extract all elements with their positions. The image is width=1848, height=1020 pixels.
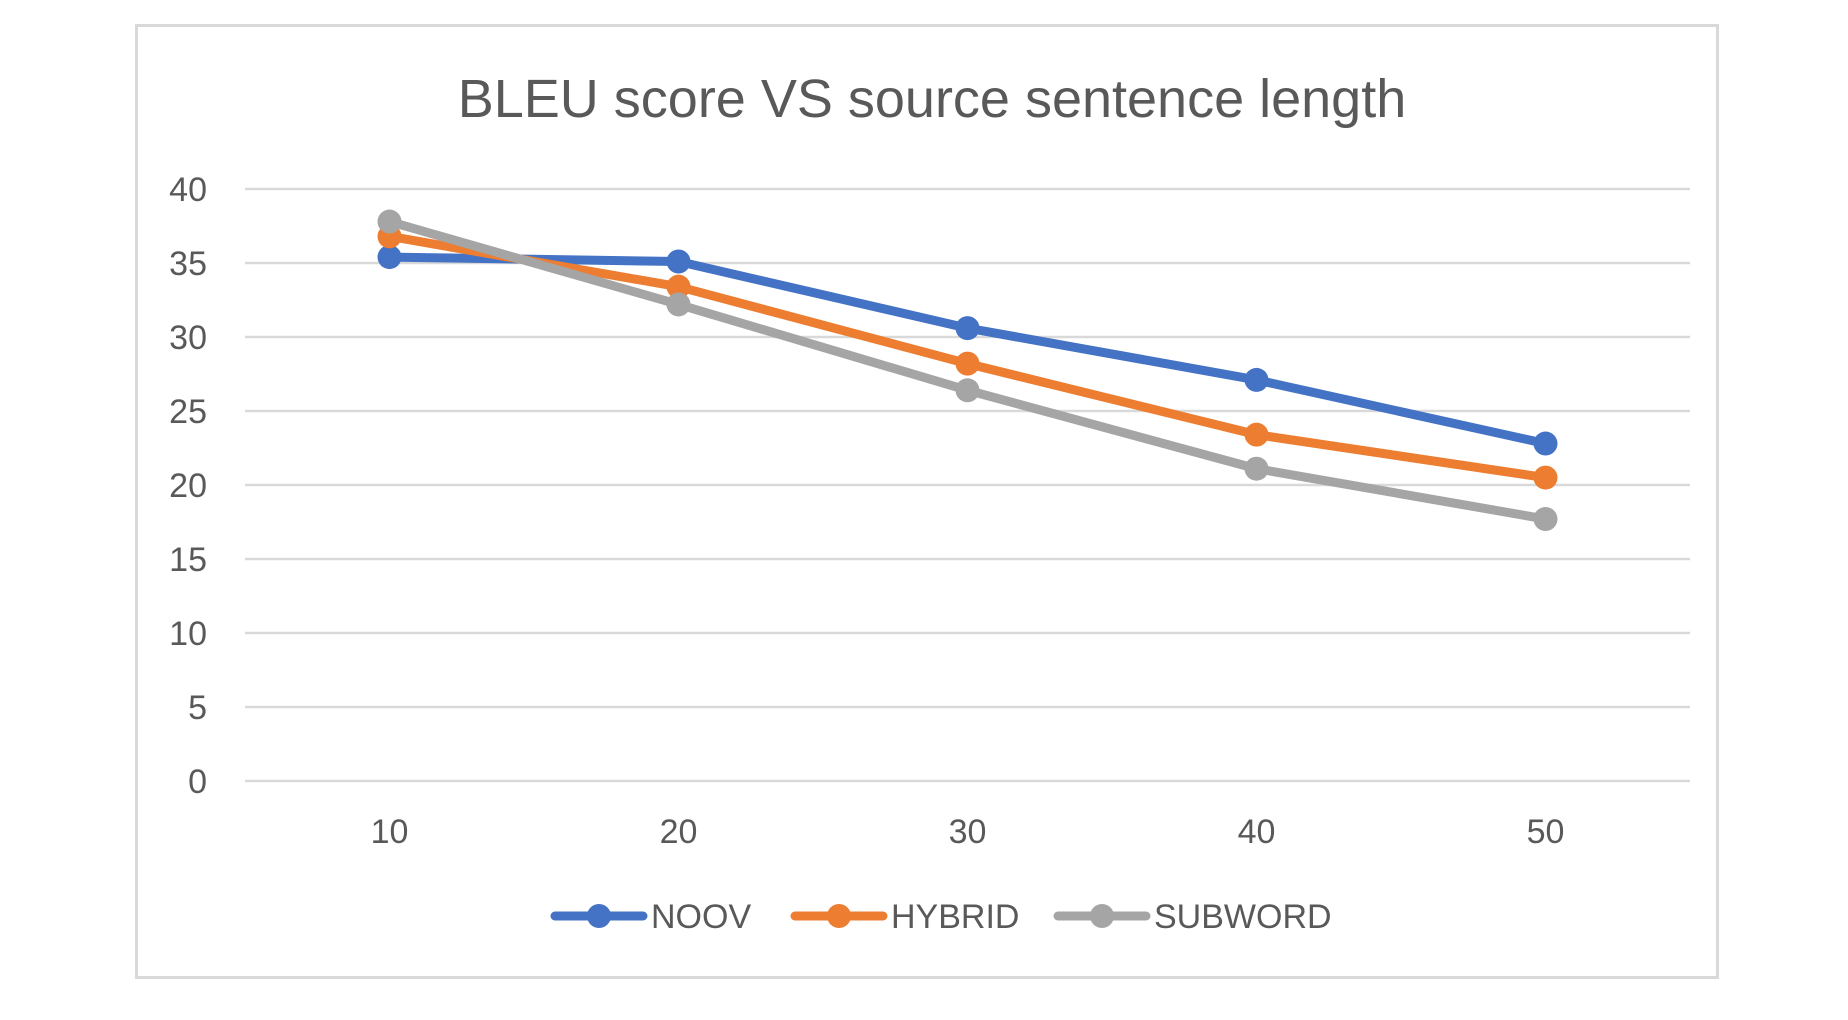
legend-swatch-marker — [587, 904, 611, 928]
y-tick-label: 25 — [169, 393, 207, 431]
x-tick-label: 30 — [949, 813, 987, 851]
gridlines — [245, 187, 1690, 783]
data-point — [377, 209, 402, 234]
series-hybrid — [377, 224, 1558, 490]
y-tick-label: 15 — [169, 541, 207, 579]
legend-swatch-marker — [827, 904, 851, 928]
legend-item-noov: NOOV — [550, 898, 751, 936]
data-point — [666, 249, 691, 274]
series-noov — [377, 245, 1558, 456]
legend-label: HYBRID — [891, 898, 1019, 936]
y-tick-label: 10 — [169, 615, 207, 653]
y-tick-label: 40 — [169, 171, 207, 209]
data-point — [1244, 367, 1269, 392]
legend: NOOV HYBRID SUBWORD — [550, 898, 1332, 936]
y-tick-label: 35 — [169, 245, 207, 283]
series-line — [385, 252, 1550, 449]
series-lines — [377, 209, 1558, 532]
legend-label: SUBWORD — [1154, 898, 1332, 936]
data-point — [1244, 456, 1269, 481]
data-point — [955, 378, 980, 403]
x-axis-tick-labels: 10 20 30 40 50 — [371, 813, 1565, 851]
data-point — [666, 274, 691, 299]
x-tick-label: 40 — [1238, 813, 1276, 851]
data-point — [666, 292, 691, 317]
legend-item-subword: SUBWORD — [1053, 898, 1332, 936]
x-tick-label: 10 — [371, 813, 409, 851]
data-point — [377, 245, 402, 270]
series-subword — [377, 209, 1558, 532]
legend-item-hybrid: HYBRID — [790, 898, 1019, 936]
data-point — [1244, 422, 1269, 447]
x-tick-label: 50 — [1527, 813, 1565, 851]
y-axis-tick-labels: 0 5 10 15 20 25 30 35 40 — [169, 171, 207, 801]
y-tick-label: 30 — [169, 319, 207, 357]
legend-label: NOOV — [651, 898, 751, 936]
data-point — [1533, 465, 1558, 490]
data-point — [955, 316, 980, 341]
data-point — [955, 351, 980, 376]
y-tick-label: 0 — [188, 763, 207, 801]
data-point — [1533, 507, 1558, 532]
y-tick-label: 5 — [188, 689, 207, 727]
x-tick-label: 20 — [660, 813, 698, 851]
legend-swatch-marker — [1090, 904, 1114, 928]
chart-title: BLEU score VS source sentence length — [458, 69, 1407, 129]
y-tick-label: 20 — [169, 467, 207, 505]
data-point — [1533, 431, 1558, 456]
